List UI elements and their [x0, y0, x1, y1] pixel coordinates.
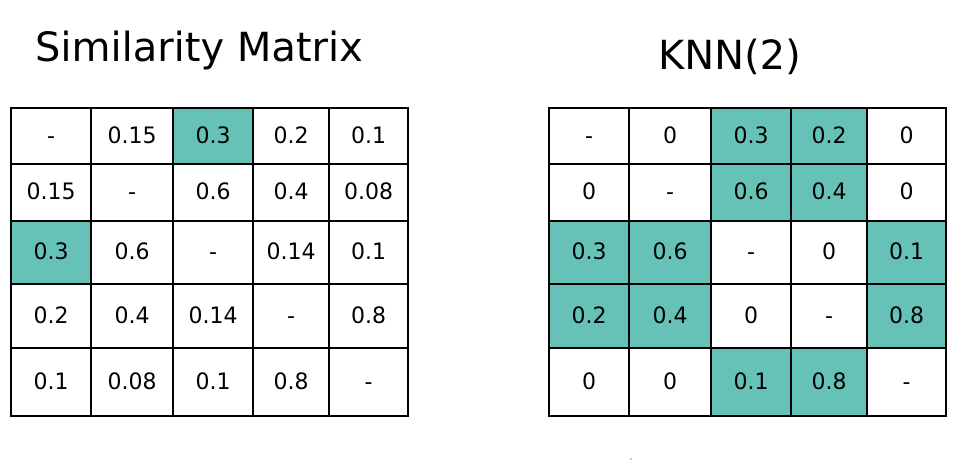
matrix-cell: -	[628, 163, 712, 222]
matrix-cell: 0.6	[710, 163, 792, 222]
matrix-cell: -	[710, 220, 792, 285]
table-row: 0.15 - 0.6 0.4 0.08	[10, 163, 409, 222]
matrix-cell: 0.1	[10, 347, 92, 417]
matrix-cell: 0.2	[790, 107, 868, 165]
matrix-cell: 0.1	[328, 220, 409, 285]
matrix-cell: 0.6	[628, 220, 712, 285]
matrix-cell: 0.2	[10, 283, 92, 349]
stray-dot	[630, 458, 632, 460]
matrix-cell: 0.4	[628, 283, 712, 349]
matrix-cell: 0	[866, 107, 947, 165]
matrix-cell: 0.08	[90, 347, 174, 417]
matrix-cell: 0.1	[328, 107, 409, 165]
similarity-matrix-title: Similarity Matrix	[35, 25, 363, 71]
matrix-cell: 0.8	[328, 283, 409, 349]
matrix-cell: 0.6	[90, 220, 174, 285]
matrix-cell: 0.15	[10, 163, 92, 222]
table-row: 0 - 0.6 0.4 0	[548, 163, 947, 222]
matrix-cell: 0.4	[252, 163, 330, 222]
matrix-cell: 0.3	[10, 220, 92, 285]
matrix-cell: 0.1	[172, 347, 254, 417]
matrix-cell: 0.3	[172, 107, 254, 165]
table-row: 0.2 0.4 0.14 - 0.8	[10, 283, 409, 349]
matrix-cell: 0.8	[790, 347, 868, 417]
table-row: - 0.15 0.3 0.2 0.1	[10, 107, 409, 165]
matrix-cell: 0	[790, 220, 868, 285]
matrix-cell: -	[252, 283, 330, 349]
matrix-cell: 0.2	[252, 107, 330, 165]
matrix-cell: 0	[628, 107, 712, 165]
knn-title: KNN(2)	[658, 33, 801, 79]
matrix-cell: 0.8	[866, 283, 947, 349]
table-row: 0.2 0.4 0 - 0.8	[548, 283, 947, 349]
matrix-cell: 0	[548, 347, 630, 417]
matrix-cell: 0.8	[252, 347, 330, 417]
matrix-cell: -	[90, 163, 174, 222]
matrix-cell: 0.14	[172, 283, 254, 349]
matrix-cell: 0.1	[866, 220, 947, 285]
matrix-cell: 0.3	[710, 107, 792, 165]
table-row: 0.3 0.6 - 0.14 0.1	[10, 220, 409, 285]
table-row: 0.3 0.6 - 0 0.1	[548, 220, 947, 285]
matrix-cell: 0	[548, 163, 630, 222]
matrix-cell: 0.4	[90, 283, 174, 349]
matrix-cell: -	[328, 347, 409, 417]
knn-matrix-table: - 0 0.3 0.2 0 0 - 0.6 0.4 0 0.3 0.6 - 0 …	[548, 107, 947, 417]
table-row: 0.1 0.08 0.1 0.8 -	[10, 347, 409, 417]
table-row: 0 0 0.1 0.8 -	[548, 347, 947, 417]
matrix-cell: 0.2	[548, 283, 630, 349]
matrix-cell: 0	[866, 163, 947, 222]
matrix-cell: -	[790, 283, 868, 349]
table-row: - 0 0.3 0.2 0	[548, 107, 947, 165]
matrix-cell: -	[866, 347, 947, 417]
matrix-cell: -	[10, 107, 92, 165]
matrix-cell: 0.1	[710, 347, 792, 417]
matrix-cell: 0	[628, 347, 712, 417]
matrix-cell: 0.4	[790, 163, 868, 222]
matrix-cell: -	[548, 107, 630, 165]
matrix-cell: 0.08	[328, 163, 409, 222]
matrix-cell: 0.3	[548, 220, 630, 285]
matrix-cell: -	[172, 220, 254, 285]
matrix-cell: 0.6	[172, 163, 254, 222]
matrix-cell: 0.14	[252, 220, 330, 285]
similarity-matrix-table: - 0.15 0.3 0.2 0.1 0.15 - 0.6 0.4 0.08 0…	[10, 107, 409, 417]
matrix-cell: 0	[710, 283, 792, 349]
matrix-cell: 0.15	[90, 107, 174, 165]
